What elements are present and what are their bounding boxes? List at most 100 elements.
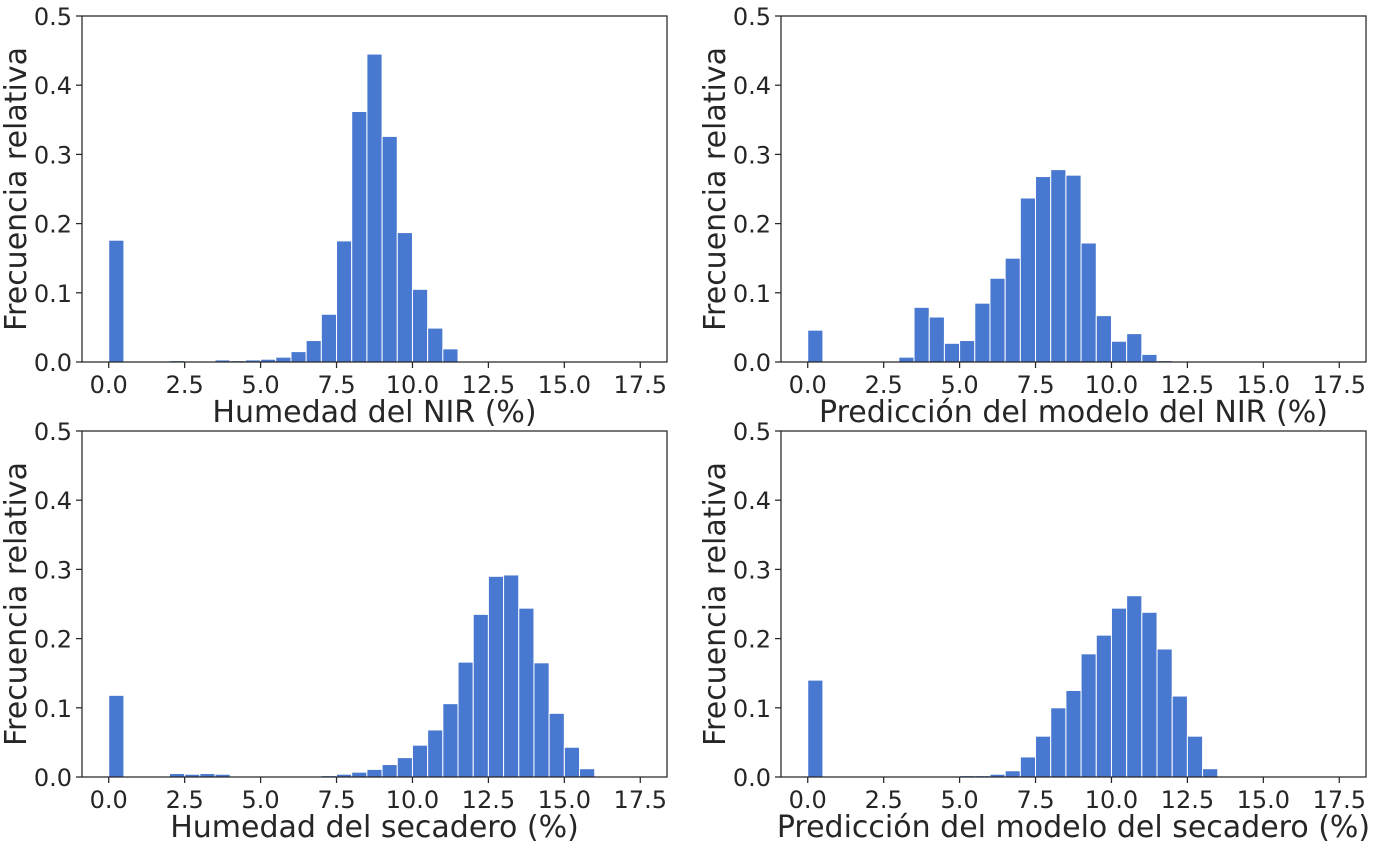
y-tick-label: 0.2 bbox=[34, 626, 72, 654]
x-tick-label: 12.5 bbox=[1161, 371, 1214, 399]
histogram-bar bbox=[989, 277, 1006, 363]
y-tick-label: 0.3 bbox=[34, 556, 72, 584]
x-tick-label: 12.5 bbox=[462, 786, 515, 814]
histogram-bar bbox=[1171, 695, 1188, 778]
y-tick-label: 0.4 bbox=[34, 487, 72, 515]
plot-frame bbox=[780, 15, 1367, 363]
x-axis-label: Humedad del secadero (%) bbox=[170, 810, 579, 845]
x-tick-label: 0.0 bbox=[789, 786, 827, 814]
x-tick-label: 5.0 bbox=[242, 371, 280, 399]
x-tick-label: 0.0 bbox=[90, 786, 128, 814]
histogram-bar bbox=[320, 313, 338, 363]
histogram-bar bbox=[1050, 169, 1067, 363]
x-tick-label: 2.5 bbox=[865, 786, 903, 814]
histogram-bar bbox=[1080, 242, 1097, 363]
histogram-bar bbox=[1050, 707, 1067, 778]
histogram-bar bbox=[943, 342, 961, 363]
histogram-bar bbox=[366, 768, 383, 778]
histogram-bar bbox=[1004, 257, 1021, 363]
x-tick-label: 5.0 bbox=[242, 786, 280, 814]
histogram-bar bbox=[396, 757, 413, 778]
y-tick-label: 0.0 bbox=[733, 349, 771, 377]
x-tick-label: 2.5 bbox=[166, 371, 204, 399]
y-tick-label: 0.4 bbox=[733, 487, 771, 515]
x-tick-label: 17.5 bbox=[614, 371, 667, 399]
x-tick-label: 7.5 bbox=[1016, 371, 1054, 399]
x-axis-label: Predicción del modelo del secadero (%) bbox=[777, 810, 1370, 845]
y-tick-label: 0.5 bbox=[34, 418, 72, 446]
x-tick-label: 10.0 bbox=[386, 786, 439, 814]
y-tick-label: 0.0 bbox=[34, 349, 72, 377]
histogram-bar bbox=[108, 694, 125, 778]
histogram-bar bbox=[366, 53, 383, 363]
histogram-bar bbox=[411, 744, 429, 778]
y-axis-label: Frecuencia relativa bbox=[698, 47, 733, 331]
x-tick-label: 2.5 bbox=[865, 371, 903, 399]
histogram-bar bbox=[442, 348, 459, 363]
y-tick-label: 0.2 bbox=[733, 211, 771, 239]
histogram-bar bbox=[1156, 648, 1173, 778]
histogram-panel-4: 0.0 2.5 5.0 7.5 10.0 12.5 15.0 17.5 0.0 0.1 0.2 0.3… bbox=[698, 418, 1370, 845]
x-tick-label: 0.0 bbox=[90, 371, 128, 399]
x-tick-label: 17.5 bbox=[614, 786, 667, 814]
histogram-bar bbox=[457, 661, 474, 778]
x-axis-label: Predicción del modelo del NIR (%) bbox=[819, 395, 1328, 430]
histogram-bar bbox=[1035, 735, 1052, 778]
x-tick-label: 7.5 bbox=[317, 786, 355, 814]
plot-frame bbox=[81, 430, 668, 778]
histogram-bar bbox=[1035, 176, 1052, 363]
histogram-bar bbox=[503, 574, 520, 778]
histogram-bar bbox=[898, 356, 915, 363]
y-tick-label: 0.2 bbox=[34, 211, 72, 239]
y-tick-label: 0.1 bbox=[733, 695, 771, 723]
x-tick-label: 10.0 bbox=[1085, 786, 1138, 814]
histogram-panel-2: 0.0 2.5 5.0 7.5 10.0 12.5 15.0 17.5 0.0 0.1 0.2 0.3… bbox=[698, 3, 1367, 430]
x-tick-label: 17.5 bbox=[1313, 371, 1366, 399]
histogram-bar bbox=[1110, 340, 1128, 363]
histogram-bar bbox=[1141, 611, 1158, 778]
histogram-bar bbox=[1126, 333, 1143, 363]
x-tick-label: 10.0 bbox=[1085, 371, 1138, 399]
x-tick-label: 15.0 bbox=[538, 371, 591, 399]
histogram-bar bbox=[108, 239, 125, 363]
y-tick-label: 0.4 bbox=[733, 72, 771, 100]
histogram-bar bbox=[1202, 768, 1219, 778]
x-tick-label: 15.0 bbox=[1237, 786, 1290, 814]
y-tick-label: 0.3 bbox=[733, 556, 771, 584]
histogram-bar bbox=[442, 703, 459, 778]
histogram-bar bbox=[275, 356, 292, 363]
histogram-bar bbox=[381, 764, 398, 778]
x-tick-label: 15.0 bbox=[1237, 371, 1290, 399]
histogram-bar bbox=[290, 351, 307, 363]
histogram-bar bbox=[1186, 735, 1204, 778]
histogram-bar bbox=[807, 329, 824, 363]
x-tick-label: 5.0 bbox=[941, 786, 979, 814]
histogram-bar bbox=[533, 662, 550, 778]
histogram-panel-1: 0.0 2.5 5.0 7.5 10.0 12.5 15.0 17.5 0.0 0.1 0.2 0.3… bbox=[0, 3, 668, 430]
y-tick-label: 0.0 bbox=[34, 764, 72, 792]
histogram-bar bbox=[472, 613, 489, 778]
x-tick-label: 7.5 bbox=[317, 371, 355, 399]
y-tick-label: 0.1 bbox=[34, 280, 72, 308]
histogram-bar bbox=[396, 232, 413, 363]
histogram-bar bbox=[305, 340, 322, 363]
histogram-bar bbox=[1095, 634, 1112, 778]
histogram-bar bbox=[518, 607, 535, 778]
y-axis-label: Frecuencia relativa bbox=[0, 462, 34, 746]
y-tick-label: 0.0 bbox=[733, 764, 771, 792]
histogram-bar bbox=[351, 110, 368, 363]
x-tick-label: 0.0 bbox=[789, 371, 827, 399]
histogram-bar bbox=[427, 327, 444, 363]
histogram-bar bbox=[563, 746, 581, 778]
histogram-bar bbox=[427, 729, 444, 778]
x-tick-label: 12.5 bbox=[1161, 786, 1214, 814]
histogram-bar bbox=[959, 340, 976, 363]
y-axis-label: Frecuencia relativa bbox=[0, 47, 34, 331]
x-tick-label: 2.5 bbox=[166, 786, 204, 814]
x-tick-label: 15.0 bbox=[538, 786, 591, 814]
y-tick-label: 0.5 bbox=[733, 3, 771, 31]
histogram-bar bbox=[1095, 315, 1112, 363]
histogram-bar bbox=[1110, 607, 1128, 778]
histogram-bar bbox=[1019, 197, 1037, 363]
